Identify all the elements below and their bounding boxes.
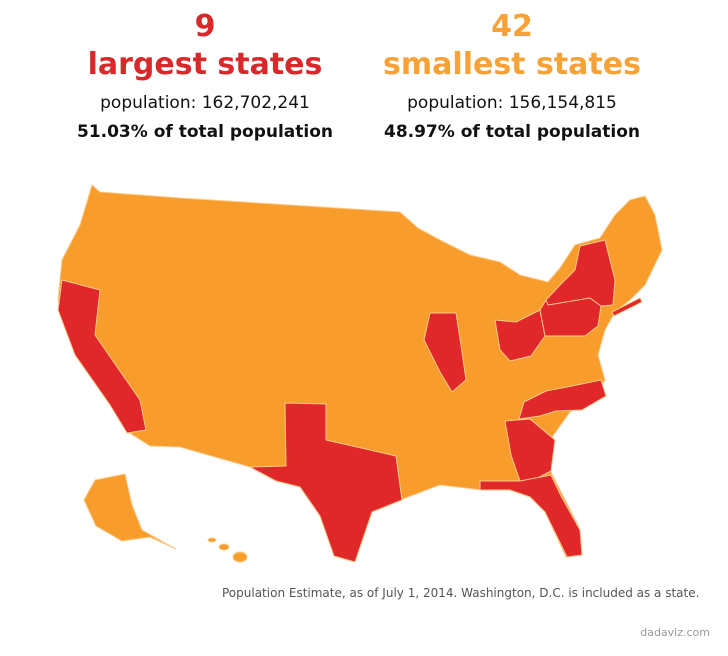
count: 9: [194, 9, 216, 44]
count: 42: [491, 9, 533, 44]
state-ga: [504, 418, 556, 482]
group-label: smallest states: [383, 47, 641, 82]
hawaii: [218, 543, 230, 551]
alaska: [83, 473, 177, 550]
population: population: 162,702,241: [100, 93, 310, 113]
share: 51.03% of total population: [76, 122, 334, 142]
hawaii: [207, 537, 217, 543]
state-oh: [494, 309, 546, 362]
state-il: [423, 312, 467, 393]
smallest-panel: 42 smallest states population: 156,154,8…: [362, 8, 662, 146]
state-ny: [545, 239, 616, 307]
state-nc: [518, 379, 607, 420]
population: population: 156,154,815: [407, 93, 617, 113]
share: 48.97% of total population: [383, 122, 641, 142]
group-label: largest states: [87, 47, 323, 82]
largest-panel: 9 largest states population: 162,702,241…: [55, 8, 355, 146]
state-fl: [479, 474, 583, 558]
footnote: Population Estimate, as of July 1, 2014.…: [222, 586, 700, 600]
state-ny-long-island: [611, 297, 643, 317]
credit: dadaviz.com: [640, 626, 710, 639]
state-tx: [249, 402, 403, 563]
hawaii: [232, 551, 248, 563]
state-ca: [57, 279, 147, 434]
